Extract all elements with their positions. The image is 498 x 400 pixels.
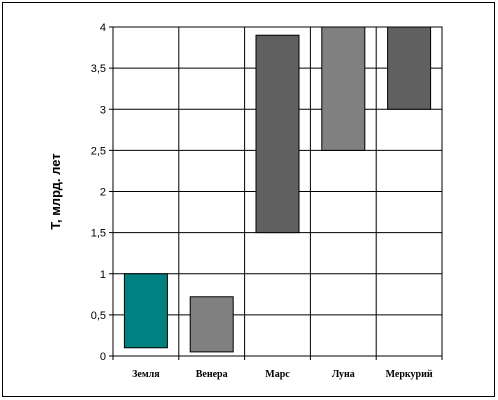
bars	[123, 26, 432, 353]
y-tick-label: 3,5	[91, 63, 106, 75]
x-ticks: Земля Венера Марс Луна Меркурий	[112, 356, 443, 380]
x-tick-label: Земля	[132, 369, 160, 380]
bar	[123, 273, 168, 349]
y-tick-label: 2	[100, 187, 106, 199]
bar	[189, 296, 234, 353]
x-tick-label: Луна	[332, 369, 355, 380]
y-tick-label: 3	[100, 104, 106, 116]
y-tick-label: 1,5	[91, 228, 106, 240]
x-tick-label: Марс	[265, 369, 290, 380]
y-tick-label: 0	[100, 351, 106, 363]
y-ticks: 0 0,5 1 1,5 2 2,5 3 3,5 4	[91, 22, 113, 363]
bar	[255, 34, 300, 234]
x-tick-label: Меркурий	[386, 369, 433, 380]
y-axis-label: Т, млрд. лет	[48, 153, 63, 229]
y-tick-label: 0,5	[91, 310, 106, 322]
bar	[321, 26, 366, 151]
y-tick-label: 1	[100, 269, 106, 281]
y-tick-label: 2,5	[91, 145, 106, 157]
y-tick-label: 4	[100, 22, 106, 34]
bar	[387, 26, 432, 110]
x-tick-label: Венера	[196, 369, 228, 380]
